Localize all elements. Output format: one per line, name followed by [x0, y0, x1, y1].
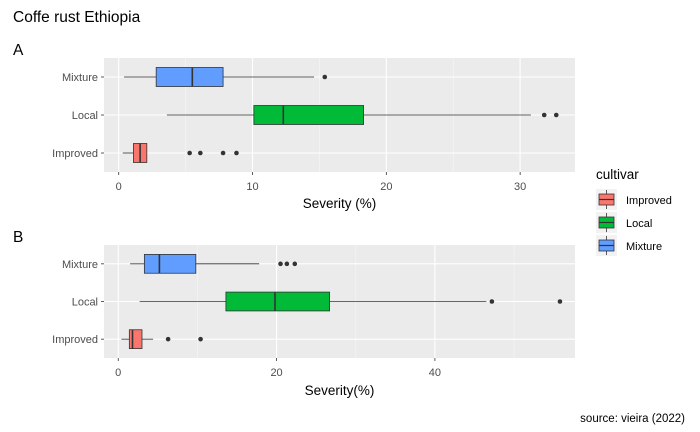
outlier-point	[234, 150, 239, 156]
outlier-point	[553, 112, 559, 118]
outlier-point	[322, 74, 328, 80]
y-tick-label: Local	[72, 110, 98, 122]
legend-item-local: Local	[596, 212, 652, 233]
outlier-point	[557, 299, 563, 304]
legend-label: Improved	[626, 195, 672, 207]
iqr-box	[225, 291, 331, 312]
legend-label: Local	[626, 218, 652, 230]
box-mixture	[130, 254, 298, 274]
panel-label: A	[13, 42, 24, 59]
legend-item-mixture: Mixture	[596, 235, 662, 256]
x-axis-label: Severity (%)	[303, 196, 377, 211]
panels: A Mixture Local Improved 0 10 20 30 Severity (%)…	[13, 42, 575, 398]
x-tick-label: 20	[270, 367, 282, 379]
x-tick-label: 0	[115, 367, 121, 379]
x-tick-label: 0	[116, 181, 122, 193]
legend-item-improved: Improved	[596, 189, 672, 210]
box-local	[139, 291, 563, 312]
box-improved	[121, 329, 203, 349]
caption: source: vieira (2022)	[580, 413, 685, 425]
panel-label: B	[13, 229, 23, 246]
legend-title: cultivar	[596, 167, 639, 182]
chart-title: Coffe rust Ethiopia	[13, 9, 141, 26]
outlier-point	[165, 336, 171, 342]
x-tick-label: 10	[246, 181, 258, 193]
x-tick-label: 30	[514, 181, 526, 193]
outlier-point	[187, 150, 192, 156]
legend: cultivar Improved Local Mixture	[596, 167, 672, 256]
outlier-point	[220, 150, 226, 156]
x-tick-label: 40	[429, 367, 441, 379]
outlier-point	[292, 261, 298, 267]
y-tick-label: Improved	[52, 334, 98, 346]
y-tick-label: Local	[72, 297, 98, 309]
iqr-box	[253, 105, 364, 125]
box-improved	[122, 143, 239, 163]
iqr-box	[143, 254, 197, 274]
outlier-point	[198, 150, 203, 156]
y-tick-label: Mixture	[62, 259, 98, 271]
outlier-point	[541, 112, 547, 118]
box-local	[166, 105, 559, 125]
x-axis-label: Severity(%)	[305, 383, 375, 398]
outlier-point	[198, 336, 203, 342]
legend-label: Mixture	[626, 241, 662, 253]
panel-a: A Mixture Local Improved 0 10 20 30 Severity (%)	[13, 42, 575, 211]
outlier-point	[489, 299, 495, 304]
iqr-box	[155, 67, 224, 87]
x-tick-label: 20	[380, 181, 392, 193]
box-mixture	[124, 67, 328, 87]
outlier-point	[284, 261, 290, 267]
y-tick-label: Mixture	[62, 72, 98, 84]
panel-b: B Mixture Local Improved 0 20 40 Severity(%)	[13, 229, 575, 398]
outlier-point	[278, 261, 283, 267]
y-tick-label: Improved	[52, 148, 98, 160]
iqr-box	[128, 329, 143, 349]
